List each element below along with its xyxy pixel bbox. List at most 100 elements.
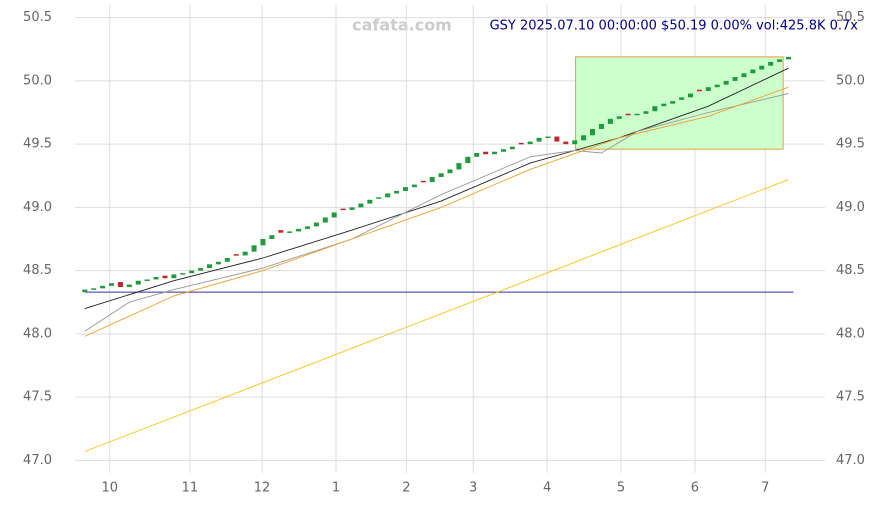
candle [340,208,346,211]
y-tick-label-right: 47.5 [836,390,865,405]
candle [607,118,613,124]
candle [483,151,489,155]
candle [117,282,123,288]
candle [215,261,221,265]
candle [714,84,720,88]
watermark: cafata.com [352,16,452,35]
candle [679,97,685,100]
candle [394,190,400,194]
candle [420,180,426,183]
candle [545,136,551,139]
candle [367,199,373,204]
candle [162,275,168,279]
candle [260,239,266,246]
candle [296,228,302,232]
candle [287,231,293,233]
y-tick-label-right: 47.0 [836,453,865,468]
candle [634,113,640,116]
y-tick-label-right: 50.5 [836,10,865,25]
indicator-line [84,67,789,310]
y-tick-label: 48.0 [23,326,52,341]
candle [224,257,230,262]
candle [135,280,141,285]
y-tick-label: 47.0 [23,453,52,468]
indicator-line [84,179,789,452]
x-tick-label: 1 [332,481,340,496]
y-tick-label: 49.5 [23,137,52,152]
candle [278,230,284,233]
candle [198,268,204,271]
candle [590,128,596,136]
candle [91,288,97,290]
candle [358,203,364,208]
candle [705,87,711,92]
candle [269,235,275,239]
candle [144,279,150,281]
candle [242,251,248,256]
candle [447,169,453,174]
candle [411,184,417,188]
candle [474,152,480,157]
candle [385,193,391,198]
x-tick-label: 6 [691,481,699,496]
candle [750,69,756,74]
candle [536,137,542,142]
candle [616,116,622,119]
y-tick-label: 47.5 [23,390,52,405]
candle [456,163,462,170]
x-tick-label: 10 [101,481,118,496]
candle [563,141,569,145]
x-tick-label: 12 [254,481,271,496]
zone-box [575,56,784,150]
y-tick-label: 50.0 [23,73,52,88]
candle [171,274,177,279]
candle [687,93,693,98]
candle [100,285,106,289]
candle [768,61,774,66]
candle [741,73,747,78]
candle [492,151,498,155]
candle [777,59,783,62]
candle [109,283,115,286]
x-tick-label: 2 [402,481,410,496]
candle [670,101,676,104]
candle [251,245,257,252]
y-tick-label-right: 48.0 [836,326,865,341]
x-tick-label: 3 [469,481,477,496]
candle [313,222,319,227]
candle [429,177,435,183]
candle [785,56,791,60]
y-tick-label-right: 49.5 [836,137,865,152]
y-tick-label-right: 50.0 [836,73,865,88]
candle [465,156,471,164]
candle [509,146,515,150]
candle [376,197,382,199]
y-tick-label-right: 49.0 [836,200,865,215]
candle [625,113,631,116]
candle [554,136,560,142]
candle [82,289,88,293]
candle [322,217,328,223]
candle [153,276,159,280]
candle [180,273,186,275]
candle [207,264,213,269]
candle [759,65,765,70]
candle [233,254,239,256]
indicator-line [84,93,789,332]
indicator-line [84,86,789,337]
candle [643,111,649,114]
candle [696,89,702,92]
candle [581,135,587,141]
y-tick-label-right: 48.5 [836,263,865,278]
y-tick-label: 50.5 [23,10,52,25]
y-tick-label: 48.5 [23,263,52,278]
chart-title: GSY 2025.07.10 00:00:00 $50.19 0.00% vol… [490,19,859,34]
candle [598,123,604,129]
candle [572,140,578,145]
candle [661,103,667,107]
candle [189,270,195,274]
candle [518,142,524,145]
x-tick-label: 4 [543,481,551,496]
candle [723,80,729,85]
